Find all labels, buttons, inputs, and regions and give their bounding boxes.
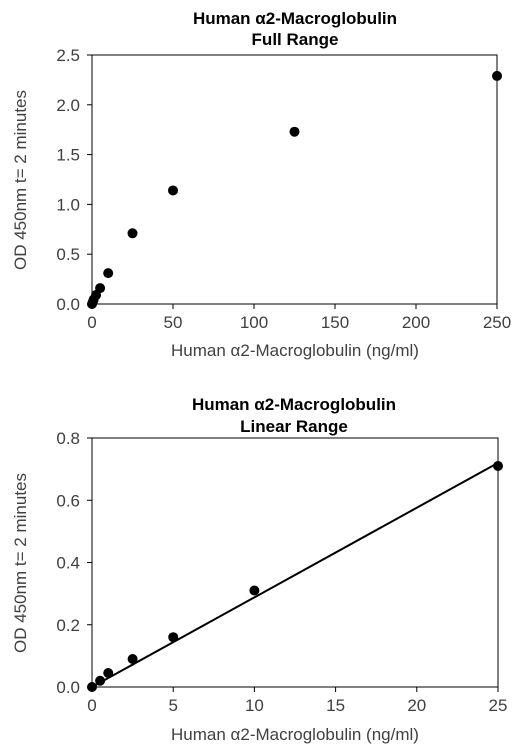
y-tick-label: 2.5 — [56, 46, 80, 65]
data-point — [95, 675, 106, 686]
chart-linear-range: Human α2-Macroglobulin Linear Range 0.00… — [11, 395, 507, 744]
x-tick-label: 25 — [489, 696, 508, 715]
x-axis-label: Human α2-Macroglobulin (ng/ml) — [171, 341, 419, 360]
plot-frame — [91, 437, 499, 688]
x-tick-label: 15 — [326, 696, 345, 715]
x-tick-label: 5 — [168, 696, 177, 715]
y-tick-label: 0.0 — [56, 678, 80, 697]
y-tick-label: 1.0 — [56, 195, 80, 214]
y-tick-label: 0.2 — [56, 616, 80, 635]
data-point — [249, 585, 260, 596]
y-axis: 0.0 0.2 0.4 0.6 0.8 — [56, 429, 92, 697]
data-point — [103, 667, 114, 678]
x-tick-label: 100 — [240, 313, 268, 332]
y-tick-label: 1.5 — [56, 146, 80, 165]
y-tick-label: 0.0 — [56, 295, 80, 314]
y-tick-label: 0.6 — [56, 491, 80, 510]
data-points — [87, 461, 503, 692]
x-tick-label: 200 — [402, 313, 430, 332]
data-point — [492, 70, 502, 81]
y-tick-label: 0.8 — [56, 429, 80, 448]
trendline-segment — [91, 462, 499, 688]
chart-title-line-1: Human α2-Macroglobulin — [193, 9, 397, 28]
x-tick-label: 0 — [87, 696, 96, 715]
chart-title-line-1: Human α2-Macroglobulin — [192, 395, 396, 414]
data-point — [127, 653, 138, 664]
x-tick-label: 20 — [407, 696, 426, 715]
chart-title-line-2: Full Range — [252, 30, 339, 49]
x-tick-label: 150 — [321, 313, 349, 332]
data-point — [168, 632, 179, 643]
x-tick-label: 0 — [87, 313, 96, 332]
y-tick-label: 2.0 — [56, 96, 80, 115]
y-axis-label: OD 450nm t= 2 minutes — [11, 473, 30, 653]
data-point — [87, 682, 97, 692]
plot-frame — [91, 54, 498, 305]
x-tick-label: 250 — [483, 313, 511, 332]
data-point — [103, 268, 114, 279]
chart-title-line-2: Linear Range — [240, 417, 348, 436]
x-axis: 0 5 10 15 20 25 — [87, 687, 507, 715]
data-point — [127, 228, 138, 239]
trendline — [91, 462, 499, 688]
data-point — [95, 283, 106, 294]
y-tick-label: 0.5 — [56, 245, 80, 264]
x-axis-label: Human α2-Macroglobulin (ng/ml) — [171, 725, 419, 744]
chart-full-range: Human α2-Macroglobulin Full Range 0.0 0.5… — [11, 9, 511, 360]
data-point — [168, 185, 178, 196]
x-tick-label: 50 — [164, 313, 183, 332]
y-axis-label: OD 450nm t= 2 minutes — [11, 90, 30, 270]
y-axis: 0.0 0.5 1.0 1.5 2.0 2.5 — [56, 46, 92, 314]
x-axis: 0 50 100 150 200 250 — [87, 304, 511, 332]
y-tick-label: 0.4 — [56, 554, 80, 573]
data-point — [493, 461, 503, 472]
data-points — [87, 70, 502, 309]
data-point — [289, 126, 300, 137]
x-tick-label: 10 — [245, 696, 264, 715]
